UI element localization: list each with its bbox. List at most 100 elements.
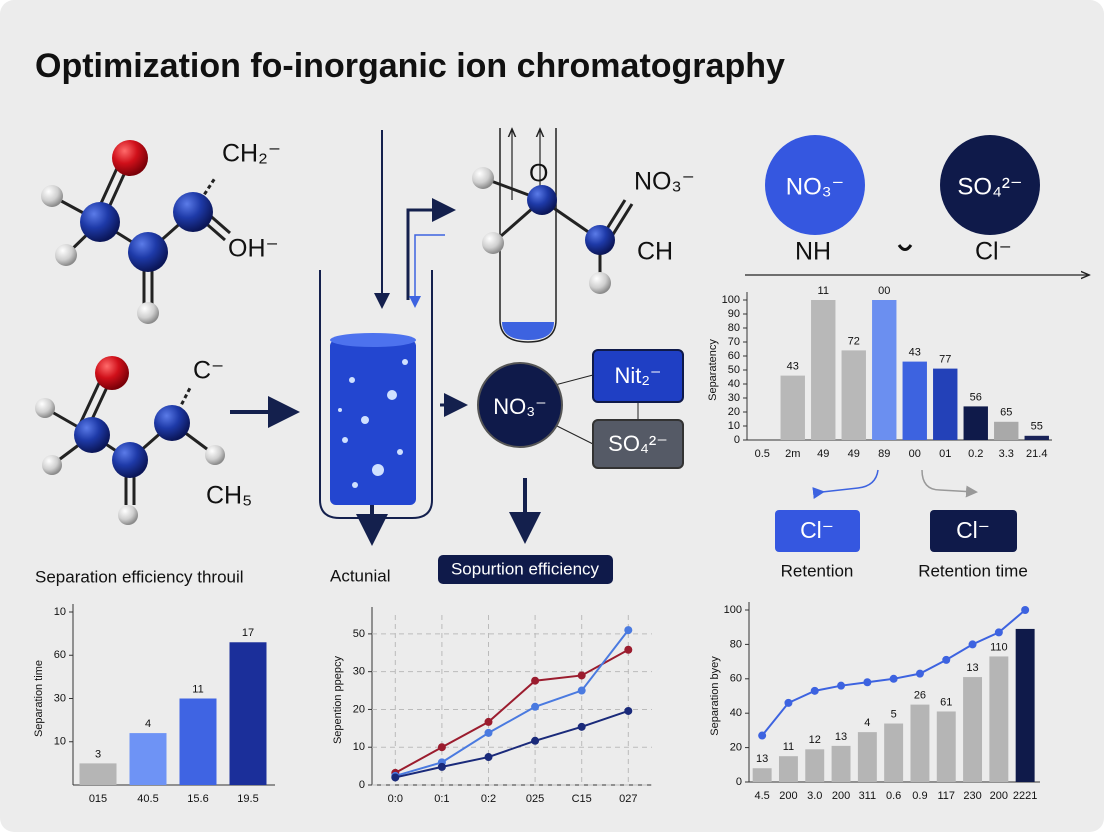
y-axis-title: Sepention ppepcy (332, 655, 344, 744)
x-tick-label: 00 (909, 448, 921, 460)
bar (179, 698, 217, 785)
y-tick-label: 10 (54, 606, 66, 618)
bar (841, 350, 866, 440)
bar-annotation: 65 (1000, 407, 1012, 419)
bar-annotation: 56 (970, 391, 982, 403)
x-tick-label: 0:2 (481, 793, 496, 805)
ion-box (930, 510, 1017, 552)
x-tick-label: 015 (89, 793, 107, 805)
line (395, 629, 630, 777)
formula-label: O (529, 160, 548, 188)
point (624, 626, 633, 635)
ion-label: Nit₂⁻ (614, 363, 661, 388)
x-tick-label: 01 (939, 448, 951, 460)
bar (778, 756, 798, 782)
bar (129, 733, 167, 785)
x-tick-label: 0.9 (912, 790, 927, 802)
x-tick-label: 117 (937, 790, 955, 802)
bar (1015, 628, 1035, 782)
bar-annotation: 13 (756, 753, 768, 765)
x-tick-label: 15.6 (187, 793, 208, 805)
x-tick-label: 230 (963, 790, 981, 802)
point (915, 669, 924, 678)
x-tick-label: 19.5 (237, 793, 258, 805)
bar (79, 763, 117, 785)
y-tick-label: 80 (728, 322, 740, 334)
formula-label: NO₃⁻ (634, 168, 695, 196)
formula-label: OH⁻ (228, 235, 279, 263)
ion-label: NO₃⁻ (493, 394, 547, 419)
arrow (812, 469, 879, 499)
point (437, 762, 446, 771)
point (624, 706, 633, 715)
bar (989, 656, 1009, 782)
test-tube (499, 128, 557, 343)
bar-annotation: 13 (966, 662, 978, 674)
bar (752, 768, 772, 782)
line (394, 648, 629, 774)
caption: Separation efficiency throuil (35, 567, 244, 586)
x-tick-label: C15 (572, 793, 592, 805)
bar (884, 723, 904, 782)
bar (902, 361, 927, 440)
y-tick-label: 30 (353, 666, 365, 678)
bar (780, 375, 805, 440)
x-tick-label: 311 (859, 790, 877, 802)
x-tick-label: 200 (990, 790, 1008, 802)
formula-label: CH₅ (206, 482, 252, 510)
ion-label: SO₄²⁻ (608, 431, 668, 456)
x-tick-label: 0.5 (755, 448, 770, 460)
bar-annotation: 3 (95, 748, 101, 760)
formula-label: CH₂⁻ (222, 140, 281, 168)
bar-annotation: 43 (787, 361, 799, 373)
y-tick-label: 0 (734, 434, 740, 446)
caption: Retention time (918, 561, 1028, 580)
bar (805, 749, 825, 782)
formula-label: C⁻ (193, 357, 224, 385)
caption: Actunial (330, 566, 390, 585)
point (994, 628, 1003, 637)
ion-box (775, 510, 860, 552)
bar-annotation: 4 (864, 717, 870, 729)
bar (857, 732, 877, 782)
y-tick-label: 20 (730, 742, 742, 754)
bar (229, 642, 267, 785)
y-tick-label: 70 (728, 336, 740, 348)
bar-annotation: 4 (145, 718, 151, 730)
x-tick-label: 4.5 (755, 790, 770, 802)
y-tick-label: 60 (730, 673, 742, 685)
title: Optimization fo-inorganic ion chromatogr… (35, 47, 785, 85)
bar-annotation: 77 (939, 354, 951, 366)
x-tick-label: 0:0 (388, 793, 403, 805)
point (889, 674, 898, 683)
y-tick-label: 20 (353, 703, 365, 715)
caption-badge (438, 555, 613, 584)
x-tick-label: 40.5 (137, 793, 158, 805)
y-tick-label: 80 (730, 638, 742, 650)
y-tick-label: 60 (54, 649, 66, 661)
x-tick-label: 2m (785, 448, 800, 460)
bar (831, 745, 851, 782)
molecule-3 (472, 167, 634, 294)
ion-label: Cl⁻ (975, 238, 1012, 266)
point (484, 717, 493, 726)
bar-annotation: 12 (809, 734, 821, 746)
point (391, 773, 400, 782)
point (437, 743, 446, 752)
y-tick-label: 30 (54, 692, 66, 704)
x-tick-label: 3.3 (999, 448, 1014, 460)
ion-label: Cl⁻ (800, 517, 834, 543)
formula-label: CH (637, 238, 673, 266)
bar-annotation: 11 (783, 741, 794, 753)
y-axis-title: Separation byey (709, 656, 721, 736)
y-tick-label: 40 (730, 707, 742, 719)
bar-annotation: 13 (835, 731, 847, 743)
point (531, 702, 540, 711)
x-tick-label: 0.2 (968, 448, 983, 460)
connector (554, 374, 594, 386)
molecule-2 (35, 356, 225, 525)
arrow (409, 234, 445, 308)
y-tick-label: 90 (728, 308, 740, 320)
column-liquid (330, 333, 416, 505)
y-tick-label: 100 (724, 604, 742, 616)
